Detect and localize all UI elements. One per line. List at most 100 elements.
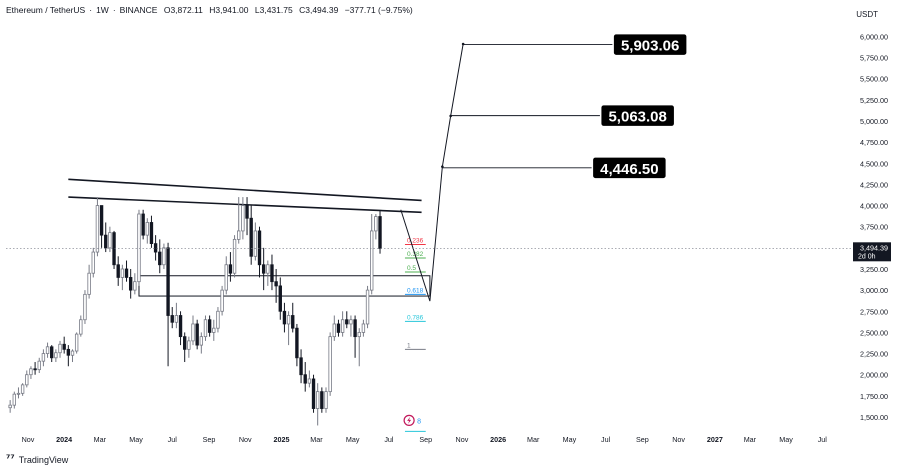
candle-body[interactable] [70, 350, 75, 356]
candle-body[interactable] [378, 216, 382, 249]
candle-body[interactable] [365, 289, 370, 325]
candle-body[interactable] [315, 391, 320, 409]
projection-path[interactable] [400, 43, 464, 302]
candle-body[interactable] [25, 374, 29, 386]
candle-body[interactable] [120, 268, 125, 278]
candle-body[interactable] [145, 222, 149, 236]
candle-body[interactable] [37, 360, 41, 371]
candle-body[interactable] [45, 346, 50, 354]
candle-body[interactable] [108, 232, 112, 249]
candle-body[interactable] [311, 378, 316, 409]
candle-body[interactable] [320, 391, 324, 409]
candle-body[interactable] [112, 232, 116, 266]
candle-body[interactable] [336, 323, 341, 333]
candle-body[interactable] [253, 230, 258, 257]
candle-body[interactable] [361, 323, 366, 333]
target-label-box[interactable] [591, 156, 668, 180]
candle-body[interactable] [178, 315, 183, 338]
candle-body[interactable] [261, 264, 266, 274]
candle-body[interactable] [29, 368, 33, 376]
candle-body[interactable] [257, 230, 262, 266]
candle-body[interactable] [116, 264, 120, 278]
candle-body[interactable] [349, 319, 353, 325]
resistance-trendline[interactable] [68, 196, 422, 214]
candle-body[interactable] [212, 327, 216, 333]
candle-body[interactable] [54, 352, 58, 359]
candle-body[interactable] [166, 247, 170, 316]
interval-label[interactable]: 1W [96, 5, 109, 15]
candle-body[interactable] [128, 277, 133, 291]
candle-body[interactable] [299, 357, 303, 376]
candle-body[interactable] [95, 205, 100, 253]
candle-body[interactable] [286, 315, 291, 325]
currency-label[interactable]: USDT [856, 10, 878, 19]
candle-body[interactable] [224, 264, 228, 291]
candle-body[interactable] [162, 247, 166, 266]
candle-body[interactable] [203, 319, 208, 338]
candle-body[interactable] [291, 315, 295, 329]
candle-body[interactable] [270, 264, 274, 283]
target-label-box[interactable] [599, 103, 676, 128]
candle-body[interactable] [79, 319, 83, 335]
candle-body[interactable] [133, 281, 137, 291]
candle-body[interactable] [183, 336, 187, 350]
candle-body[interactable] [282, 310, 287, 325]
candle-body[interactable] [374, 216, 378, 232]
resistance-trendline[interactable] [68, 178, 422, 202]
last-price-badge[interactable] [853, 242, 891, 262]
candle-body[interactable] [241, 205, 245, 232]
candle-body[interactable] [228, 264, 233, 274]
candle-body[interactable] [249, 217, 253, 257]
tradingview-logo[interactable]: ⁷⁷ TradingView [6, 454, 68, 465]
candle-body[interactable] [12, 393, 16, 406]
candle-body[interactable] [174, 315, 179, 323]
target-label-box[interactable] [612, 32, 688, 57]
candle-body[interactable] [8, 404, 12, 409]
candle-body[interactable] [191, 323, 195, 342]
candle-body[interactable] [137, 213, 141, 283]
candle-body[interactable] [149, 222, 154, 245]
candle-body[interactable] [307, 378, 312, 384]
candle-body[interactable] [278, 285, 282, 312]
candle-body[interactable] [153, 243, 158, 253]
candle-body[interactable] [87, 272, 91, 295]
candle-body[interactable] [187, 340, 191, 350]
candle-body[interactable] [245, 205, 249, 219]
candle-body[interactable] [83, 293, 87, 321]
candle-body[interactable] [357, 332, 361, 338]
candle-body[interactable] [41, 353, 46, 362]
candle-body[interactable] [303, 374, 307, 384]
candle-body[interactable] [199, 336, 204, 346]
candle-body[interactable] [158, 251, 162, 266]
candle-body[interactable] [124, 268, 129, 278]
candle-body[interactable] [345, 319, 349, 325]
candle-body[interactable] [99, 205, 104, 236]
candle-body[interactable] [16, 392, 21, 395]
candle-body[interactable] [207, 319, 212, 333]
candle-body[interactable] [66, 348, 71, 356]
candle-body[interactable] [353, 319, 357, 338]
candle-body[interactable] [216, 310, 220, 329]
candle-body[interactable] [62, 343, 66, 350]
candle-body[interactable] [220, 289, 224, 312]
candle-body[interactable] [232, 238, 237, 274]
candle-body[interactable] [237, 230, 241, 240]
candle-body[interactable] [141, 213, 145, 236]
candle-body[interactable] [20, 384, 25, 394]
candle-body[interactable] [74, 333, 79, 352]
candle-body[interactable] [104, 234, 108, 249]
candle-body[interactable] [370, 230, 374, 291]
candle-body[interactable] [332, 323, 336, 338]
candle-body[interactable] [274, 281, 278, 287]
candle-body[interactable] [91, 251, 95, 274]
candle-body[interactable] [170, 315, 174, 323]
candle-body[interactable] [328, 336, 332, 393]
candle-body[interactable] [50, 346, 54, 359]
candle-body[interactable] [33, 368, 37, 371]
candle-body[interactable] [295, 327, 299, 359]
candle-body[interactable] [266, 264, 270, 274]
support-zone-box[interactable] [138, 275, 431, 297]
candle-body[interactable] [58, 343, 62, 354]
candle-body[interactable] [324, 391, 328, 409]
